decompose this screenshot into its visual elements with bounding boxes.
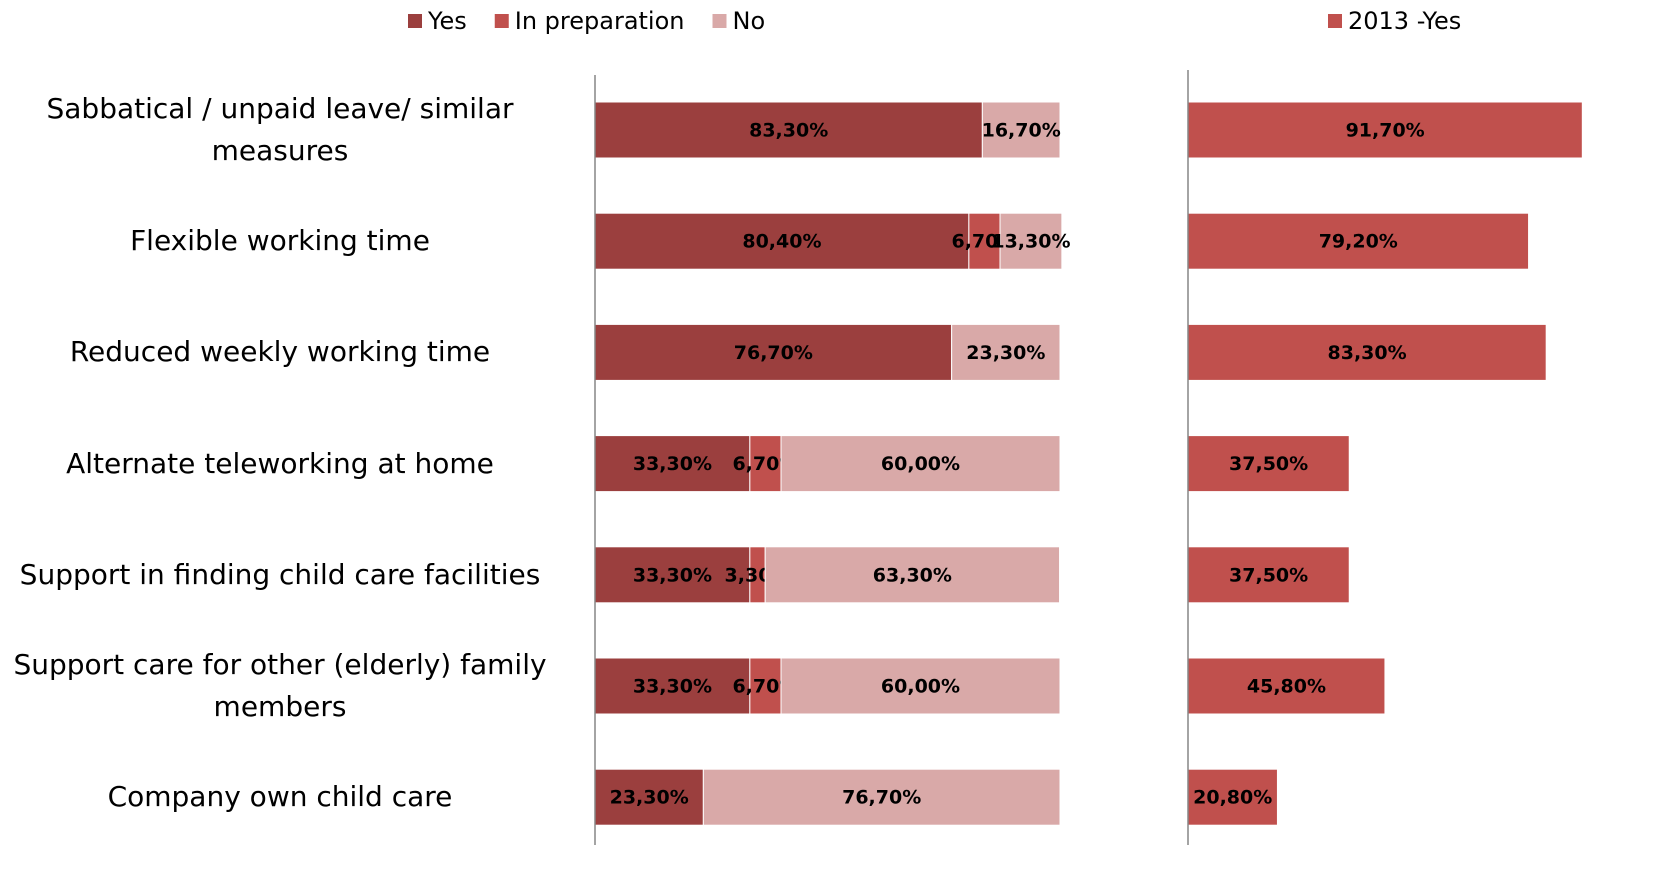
bar bbox=[968, 212, 1001, 270]
data-label: 13,30% bbox=[991, 231, 1070, 253]
bar bbox=[749, 435, 782, 493]
category-label: Support in finding child care facilities bbox=[19, 557, 541, 591]
bar bbox=[1187, 657, 1386, 715]
bar bbox=[1187, 212, 1530, 270]
bar bbox=[780, 435, 1061, 493]
data-label: 83,30% bbox=[1328, 342, 1407, 364]
bar bbox=[981, 101, 1061, 159]
category-label: Flexible working time bbox=[130, 224, 430, 258]
legend-label: In preparation bbox=[515, 7, 685, 35]
legend-label: Yes bbox=[427, 7, 467, 35]
data-label: 23,30% bbox=[610, 787, 689, 809]
bar bbox=[594, 212, 970, 270]
data-label: 33,30% bbox=[633, 453, 712, 475]
bar bbox=[1187, 323, 1547, 381]
data-label: 45,80% bbox=[1247, 676, 1326, 698]
data-label: 33,30% bbox=[633, 564, 712, 586]
data-label: 33,30% bbox=[633, 676, 712, 698]
data-label: 80,40% bbox=[742, 231, 821, 253]
data-label: 37,50% bbox=[1229, 564, 1308, 586]
category-label: Alternate teleworking at home bbox=[66, 446, 494, 480]
bar bbox=[780, 657, 1061, 715]
bar bbox=[594, 657, 751, 715]
data-label: 23,30% bbox=[966, 342, 1045, 364]
data-label: 91,70% bbox=[1346, 120, 1425, 142]
bar bbox=[1187, 101, 1583, 159]
data-label: 60,00% bbox=[881, 453, 960, 475]
data-label: 60,00% bbox=[881, 676, 960, 698]
category-label: Reduced weekly working time bbox=[69, 335, 491, 369]
legend-swatch bbox=[712, 14, 727, 28]
data-label: 16,70% bbox=[982, 120, 1061, 142]
category-label: Sabbatical / unpaid leave/ similar measu… bbox=[46, 92, 514, 167]
data-label: 79,20% bbox=[1319, 231, 1398, 253]
bar bbox=[1187, 546, 1350, 604]
data-label: 83,30% bbox=[749, 120, 828, 142]
bar bbox=[749, 657, 782, 715]
bar bbox=[594, 546, 751, 604]
bar bbox=[999, 212, 1063, 270]
category-label: Company own child care bbox=[107, 780, 453, 814]
legend-swatch bbox=[494, 14, 509, 28]
category-label: Support care for other (elderly) family … bbox=[13, 648, 547, 723]
bar bbox=[594, 323, 953, 381]
data-label: 76,70% bbox=[734, 342, 813, 364]
bar bbox=[1187, 435, 1350, 493]
data-label: 63,30% bbox=[873, 564, 952, 586]
data-label: 76,70% bbox=[842, 787, 921, 809]
bar bbox=[764, 546, 1061, 604]
legend-swatch bbox=[1328, 14, 1342, 28]
legend-label: No bbox=[733, 7, 766, 35]
data-label: 37,50% bbox=[1229, 453, 1308, 475]
legend-swatch bbox=[408, 14, 422, 28]
bar bbox=[702, 768, 1061, 826]
bar bbox=[1187, 768, 1278, 826]
bar bbox=[594, 435, 751, 493]
data-label: 20,80% bbox=[1193, 787, 1272, 809]
legend-label: 2013 -Yes bbox=[1348, 7, 1461, 35]
bar bbox=[951, 323, 1061, 381]
